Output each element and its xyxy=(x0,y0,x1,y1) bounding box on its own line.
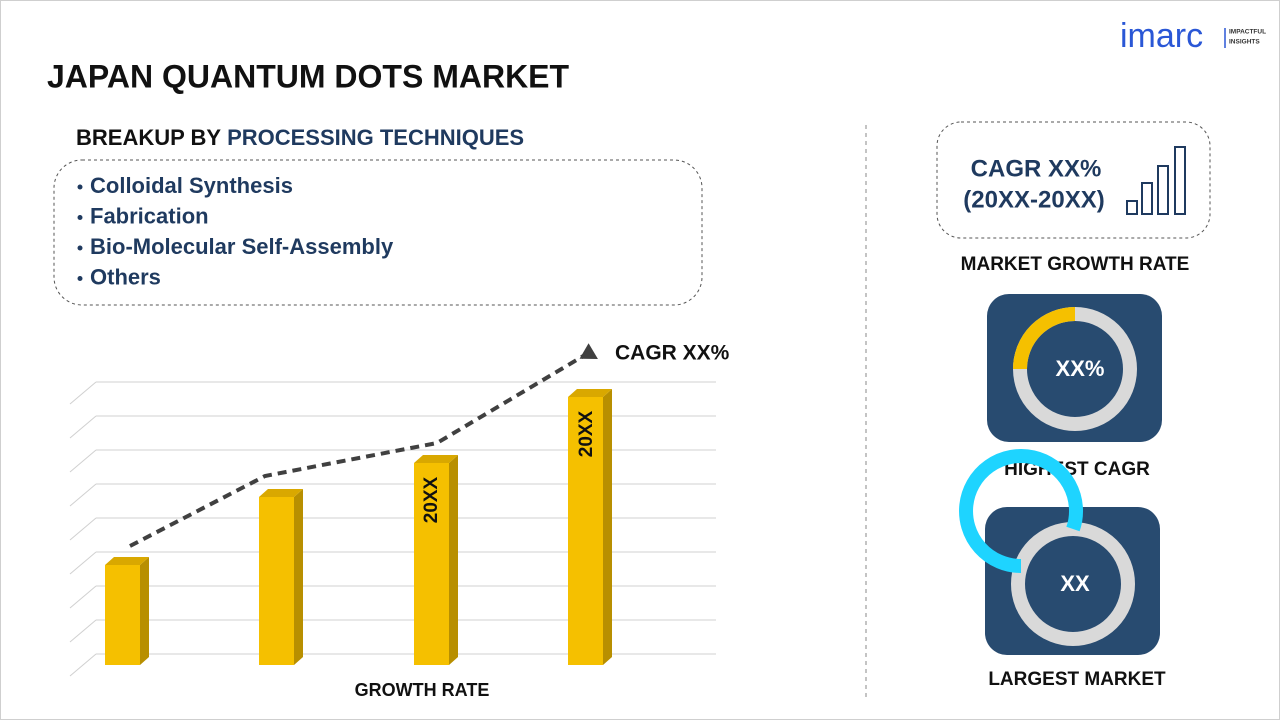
bar-top xyxy=(568,389,612,397)
bar-front xyxy=(259,497,294,665)
growth-icon xyxy=(1126,146,1186,215)
logo: imarc xyxy=(1120,17,1203,55)
largest-caption: LARGEST MARKET xyxy=(988,669,1166,690)
bar-top xyxy=(105,557,149,565)
axis-label: GROWTH RATE xyxy=(355,680,490,700)
largest-value: XX xyxy=(1060,571,1090,596)
grid-line xyxy=(69,585,97,609)
page-title: JAPAN QUANTUM DOTS MARKET xyxy=(47,58,570,94)
breakup-item: Fabrication xyxy=(90,203,209,228)
grid-line xyxy=(69,381,97,405)
grid-line xyxy=(69,415,97,439)
bullet xyxy=(77,276,83,281)
bar-side xyxy=(603,389,612,665)
bullet xyxy=(77,245,83,251)
breakup-item: Others xyxy=(90,264,161,289)
bar-label: 20XX xyxy=(576,410,597,457)
chart-bars xyxy=(105,389,612,665)
grid-line xyxy=(69,619,97,643)
bar-side xyxy=(449,455,458,665)
bar-front xyxy=(105,565,140,665)
grid-line xyxy=(69,653,97,677)
grid-line xyxy=(69,517,97,541)
breakup-segment: PROCESSING TECHNIQUES xyxy=(227,125,524,150)
logo-tagline: INSIGHTS xyxy=(1229,39,1260,46)
trend-label: CAGR XX% xyxy=(615,342,730,365)
logo-tagline: IMPACTFUL xyxy=(1229,29,1266,36)
breakup-box xyxy=(53,159,703,306)
bar-front xyxy=(414,463,449,665)
breakup-list: Colloidal Synthesis Fabrication Bio-Molecu… xyxy=(77,173,394,289)
bar-front xyxy=(568,397,603,665)
cagr-line1: CAGR XX% xyxy=(971,155,1102,182)
breakup-item: Bio-Molecular Self-Assembly xyxy=(90,234,394,259)
bullet xyxy=(77,215,83,220)
breakup-item: Colloidal Synthesis xyxy=(90,173,293,198)
donut-arc xyxy=(959,449,1084,573)
bar-side xyxy=(140,557,149,665)
trend-arrow xyxy=(579,343,598,359)
bar-label: 20XX xyxy=(421,476,442,523)
cagr-caption: MARKET GROWTH RATE xyxy=(961,254,1190,275)
breakup-label: BREAKUP BY xyxy=(76,125,221,150)
chart-grid xyxy=(69,381,716,677)
bar-top xyxy=(259,489,303,497)
grid-line xyxy=(69,551,97,575)
highest-value: XX% xyxy=(1056,356,1105,381)
bullet xyxy=(77,184,83,190)
bar-side xyxy=(294,489,303,665)
cagr-line2: (20XX-20XX) xyxy=(963,186,1104,213)
grid-line xyxy=(69,449,97,473)
breakup-heading: BREAKUP BY PROCESSING TECHNIQUES xyxy=(76,125,524,150)
bar-top xyxy=(414,455,458,463)
grid-line xyxy=(69,483,97,507)
trend-line xyxy=(129,353,587,548)
donut-arc xyxy=(1013,307,1076,370)
cagr-box xyxy=(936,121,1211,239)
